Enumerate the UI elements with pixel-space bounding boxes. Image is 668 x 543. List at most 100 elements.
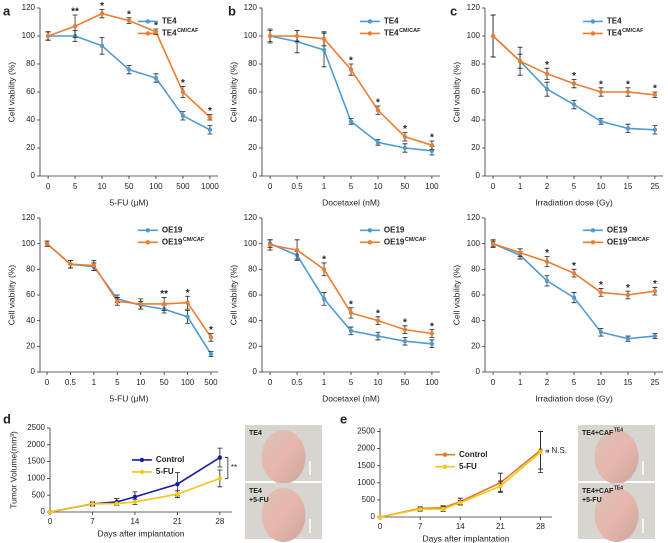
x-tick-label: 14 <box>456 522 465 531</box>
marker <box>402 327 408 332</box>
legend-superscript: CM/CAF <box>622 28 644 34</box>
x-tick-label: 14 <box>130 517 139 526</box>
marker <box>598 330 604 335</box>
x-tick-label: 5 <box>349 182 354 191</box>
x-tick-label: 5 <box>115 378 120 387</box>
legend-marker <box>590 31 596 36</box>
x-axis-label: Irradiation dose (Gy) <box>535 197 613 207</box>
y-tick-label: 40 <box>248 316 257 325</box>
x-tick-label: 5 <box>73 182 78 191</box>
legend-marker <box>367 31 373 36</box>
marker <box>175 481 180 487</box>
legend-label: Control <box>459 450 487 459</box>
annotation: * <box>599 280 603 291</box>
marker <box>207 127 213 132</box>
marker <box>375 140 381 145</box>
y-tick-label: 80 <box>26 59 35 68</box>
y-tick-label: 40 <box>26 115 35 124</box>
annotation: * <box>653 84 657 95</box>
y-tick-label: 100 <box>244 31 258 40</box>
y-tick-label: 1500 <box>357 461 375 470</box>
annotation: ** <box>160 289 168 300</box>
legend-label: TE4 <box>607 17 622 26</box>
x-tick-label: 50 <box>400 378 409 387</box>
panel-label: e <box>340 411 347 426</box>
x-tick-label: 10 <box>98 182 107 191</box>
marker <box>417 506 423 512</box>
x-tick-label: 100 <box>425 182 439 191</box>
legend-marker <box>145 240 151 245</box>
annotation: * <box>349 56 353 67</box>
y-tick-label: 120 <box>244 213 258 222</box>
legend-marker <box>590 240 596 245</box>
legend-label: OE19 <box>607 237 628 246</box>
x-axis-label: Docetaxel (nM) <box>322 197 380 207</box>
y-tick-label: 120 <box>467 213 481 222</box>
y-tick-label: 0 <box>253 171 258 180</box>
series-line <box>269 35 432 152</box>
annotation: * <box>208 106 212 117</box>
marker <box>429 143 435 148</box>
marker <box>132 494 138 500</box>
y-tick-label: 20 <box>471 341 480 350</box>
marker <box>402 145 408 151</box>
marker <box>126 18 132 23</box>
marker <box>517 250 523 255</box>
annotation: * <box>572 261 576 272</box>
marker <box>544 278 550 284</box>
y-tick-label: 120 <box>22 3 36 12</box>
marker <box>208 335 214 340</box>
mouse <box>594 488 639 542</box>
legend-superscript: CM/CAF <box>183 237 205 243</box>
y-tick-label: 0 <box>476 171 481 180</box>
marker <box>114 501 119 506</box>
panel-label: c <box>450 3 457 18</box>
annotation: * <box>100 1 104 12</box>
y-tick-label: 40 <box>471 316 480 325</box>
x-tick-label: 10 <box>136 378 145 387</box>
annotation: * <box>181 78 185 89</box>
marker <box>544 259 550 264</box>
y-tick-label: 120 <box>467 3 481 12</box>
y-tick-label: 100 <box>244 239 258 248</box>
annotation: * <box>186 288 190 299</box>
marker <box>625 292 631 298</box>
y-tick-label: 80 <box>471 264 480 273</box>
marker <box>294 247 300 253</box>
mouse <box>261 488 306 542</box>
y-tick-label: 20 <box>248 143 257 152</box>
y-tick-label: 40 <box>26 316 35 325</box>
y-tick-label: 20 <box>471 143 480 152</box>
legend-marker <box>145 31 151 36</box>
marker <box>652 333 658 339</box>
x-tick-label: 7 <box>418 522 423 531</box>
y-tick-label: 20 <box>248 341 257 350</box>
marker <box>490 241 496 246</box>
x-tick-label: 1 <box>92 378 97 387</box>
legend-label: OE19 <box>162 225 183 234</box>
y-tick-label: 100 <box>467 31 481 40</box>
x-tick-label: 0.5 <box>291 182 303 191</box>
y-tick-label: 100 <box>22 239 36 248</box>
y-tick-label: 2000 <box>357 444 375 453</box>
marker <box>598 290 604 295</box>
x-tick-label: 28 <box>536 522 545 531</box>
photo-label: +5-FU <box>249 497 269 504</box>
y-tick-label: 100 <box>467 239 481 248</box>
marker <box>267 242 273 248</box>
panel-label: d <box>3 411 11 426</box>
x-axis-label: Days after implantation <box>423 533 510 543</box>
annotation: * <box>545 60 549 71</box>
legend-marker <box>367 19 373 24</box>
marker <box>321 296 327 302</box>
y-tick-label: 60 <box>26 290 35 299</box>
legend-marker <box>442 452 448 457</box>
y-axis-label: Cell viability (%) <box>451 265 461 326</box>
annotation: ** <box>71 7 79 18</box>
photo-label: TE4 <box>249 430 262 437</box>
x-tick-label: 5 <box>572 182 577 191</box>
x-tick-label: 50 <box>160 378 169 387</box>
marker <box>217 476 223 481</box>
x-tick-label: 15 <box>623 182 632 191</box>
marker <box>625 89 631 95</box>
